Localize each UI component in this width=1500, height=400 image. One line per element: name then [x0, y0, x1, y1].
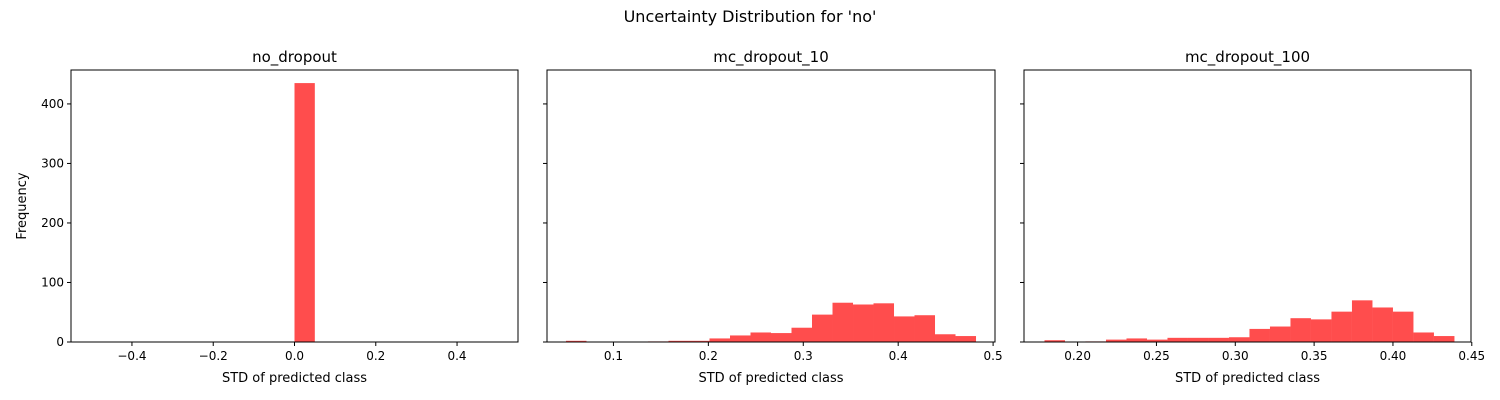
x-tick-label: 0.4	[889, 349, 908, 363]
x-tick-label: 0.2	[699, 349, 718, 363]
y-tick-label: 400	[41, 97, 64, 111]
axes-frame	[546, 69, 996, 343]
panel-no-dropout: no_dropout STD of predicted class Freque…	[15, 48, 519, 386]
histogram-bar	[1208, 337, 1229, 342]
histogram-bar	[853, 304, 874, 342]
histogram-bar	[709, 338, 730, 342]
histogram-bar	[812, 314, 833, 342]
histogram-bar	[1044, 340, 1065, 342]
x-tick-label: −0.2	[199, 349, 228, 363]
panel-title-mc-dropout-10: mc_dropout_10	[713, 48, 829, 67]
x-tick-label: 0.4	[447, 349, 466, 363]
x-tick-label: −0.4	[117, 349, 146, 363]
x-tick-label: 0.25	[1143, 349, 1170, 363]
x-tick-label: 0.35	[1301, 349, 1328, 363]
histogram-bar	[1126, 338, 1147, 342]
histogram-bar	[955, 336, 977, 342]
x-tick-label: 0.0	[285, 349, 304, 363]
histogram-bar	[688, 340, 710, 342]
histogram-bar	[1167, 337, 1188, 342]
histogram-bar	[1269, 326, 1291, 342]
histogram-bar	[1105, 339, 1127, 342]
histogram-bar	[668, 340, 689, 342]
histogram-bar	[771, 333, 792, 342]
axes-frame	[1023, 69, 1472, 343]
y-axis-label: Frequency	[15, 172, 30, 239]
x-tick-label: 0.45	[1458, 349, 1485, 363]
histogram-bar	[1331, 311, 1352, 342]
panel-title-no-dropout: no_dropout	[252, 48, 337, 67]
histogram-bar	[1372, 307, 1393, 342]
y-tick-label: 200	[41, 216, 64, 230]
histogram-bar	[294, 83, 315, 342]
x-tick-label: 0.20	[1064, 349, 1091, 363]
x-axis-label-mc-dropout-100: STD of predicted class	[1175, 371, 1320, 386]
histogram-bar	[1187, 337, 1209, 342]
x-tick-label: 0.3	[794, 349, 813, 363]
y-tick-label: 0	[56, 335, 64, 349]
histogram-bar	[873, 303, 895, 342]
panel-mc-dropout-100: mc_dropout_100 STD of predicted class 0.…	[1020, 48, 1485, 386]
histogram-bar	[730, 335, 751, 342]
histogram-bar	[791, 327, 812, 342]
histogram-bar	[1249, 328, 1270, 342]
histogram-bar	[1228, 337, 1250, 342]
x-tick-label: 0.5	[984, 349, 1003, 363]
histogram-bar	[894, 316, 915, 342]
panel-title-mc-dropout-100: mc_dropout_100	[1185, 48, 1310, 67]
histogram-bar	[1351, 300, 1373, 342]
histogram-bar	[1290, 318, 1311, 342]
x-axis-label-mc-dropout-10: STD of predicted class	[698, 371, 843, 386]
histogram-bar	[832, 302, 854, 342]
histogram-bar	[914, 315, 936, 342]
histogram-bar	[1413, 332, 1434, 342]
x-tick-label: 0.30	[1222, 349, 1249, 363]
panel-mc-dropout-10: mc_dropout_10 STD of predicted class 0.1…	[543, 48, 1003, 386]
y-tick-label: 100	[41, 275, 64, 289]
histogram-bar	[1310, 319, 1332, 342]
histogram-bar	[565, 340, 587, 342]
histogram-bar	[935, 334, 956, 342]
histogram-bar	[1433, 336, 1455, 342]
histogram-bar	[1146, 339, 1168, 342]
x-tick-label: 0.2	[366, 349, 385, 363]
y-tick-label: 300	[41, 156, 64, 170]
histogram-bar	[1392, 311, 1414, 342]
x-axis-label-no-dropout: STD of predicted class	[222, 371, 367, 386]
x-tick-label: 0.40	[1380, 349, 1407, 363]
histogram-bar	[750, 332, 771, 342]
x-tick-label: 0.1	[604, 349, 623, 363]
figure-suptitle: Uncertainty Distribution for 'no'	[624, 7, 877, 26]
